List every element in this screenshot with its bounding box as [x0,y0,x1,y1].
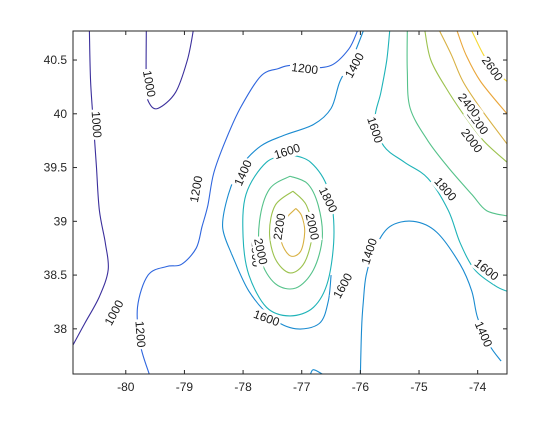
contour-label-background [288,59,321,78]
contour-label-background [453,89,484,122]
axes-box [72,30,508,375]
contour-label-text: 1200 [291,60,320,77]
y-tick-label: 40 [54,107,68,121]
contour-label-2200-0: 2200 [270,210,289,243]
contour-line-1400-1 [359,220,502,375]
y-axis-ticks: 38 38.5 39 39.5 40 40.5 [44,53,507,336]
x-tick-label: -78 [234,380,252,394]
contour-line-1000-0 [72,30,109,346]
contour-label-background [139,67,159,100]
x-tick-label: -74 [469,380,487,394]
contour-label-text: 2000 [303,212,322,241]
contour-line-1400-3 [230,253,332,330]
contour-line-1800-0 [257,175,323,290]
contour-label-background [357,234,381,268]
contour-label-1200-2: 1200 [288,59,321,78]
x-tick-label: -77 [293,380,311,394]
y-tick-label: 38 [54,322,68,336]
contour-label-1000-1: 1000 [88,109,105,140]
contour-label-background [230,156,256,190]
contour-label-background [477,52,507,85]
contour-label-text: 1000 [140,69,159,98]
contour-label-2000-1: 2000 [250,235,271,268]
contour-label-1200-1: 1200 [186,173,206,206]
contour-label-1200-0: 1200 [132,318,149,350]
contour-label-background [100,296,128,330]
contour-line-2000-0 [268,190,313,274]
contour-label-background [315,183,341,217]
contour-label-background [341,48,368,82]
y-tick-label: 40.5 [44,53,68,67]
contour-label-text: 1000 [89,111,105,139]
contour-line-2200-1 [439,30,508,145]
x-tick-label: -79 [176,380,194,394]
contour-lines [72,30,508,375]
contour-label-1000-2: 1000 [139,67,159,100]
contour-line-2000-1 [424,30,508,163]
y-tick-label: 38.5 [44,268,68,282]
contour-label-text: 1200 [132,320,148,348]
x-tick-label: -76 [352,380,370,394]
y-tick-label: 39.5 [44,161,68,175]
contour-label-background [302,210,323,243]
contour-line-2400-0 [456,30,508,115]
contour-label-text: 1200 [187,174,206,203]
contour-label-text: 2200 [270,212,288,241]
contour-label-background [430,173,461,206]
contour-label-background [132,318,149,350]
contour-label-background [470,254,503,285]
y-tick-label: 39 [54,214,68,228]
contour-labels: 1000100010001200120012001400140014001400… [88,48,507,351]
x-axis-ticks: -80 -79 -78 -77 -76 -75 -74 [117,31,487,394]
contour-line-1800-1 [406,30,508,217]
contour-label-background [270,210,289,243]
contour-line-1600-1 [374,30,508,292]
x-tick-label: -75 [410,380,428,394]
contour-label-background [471,317,496,351]
contour-label-background [363,113,387,147]
contour-label-2000-0: 2000 [302,210,323,243]
contour-label-background [270,140,304,163]
contour-label-background [250,306,283,330]
contour-label-background [329,269,357,303]
contour-label-background [457,124,487,157]
contour-label-text: 2000 [251,237,270,266]
contour-line-1400-0 [310,369,323,375]
x-tick-label: -80 [117,380,135,394]
contour-label-background [250,235,271,268]
contour-label-background [186,173,206,206]
contour-label-background [88,109,105,140]
